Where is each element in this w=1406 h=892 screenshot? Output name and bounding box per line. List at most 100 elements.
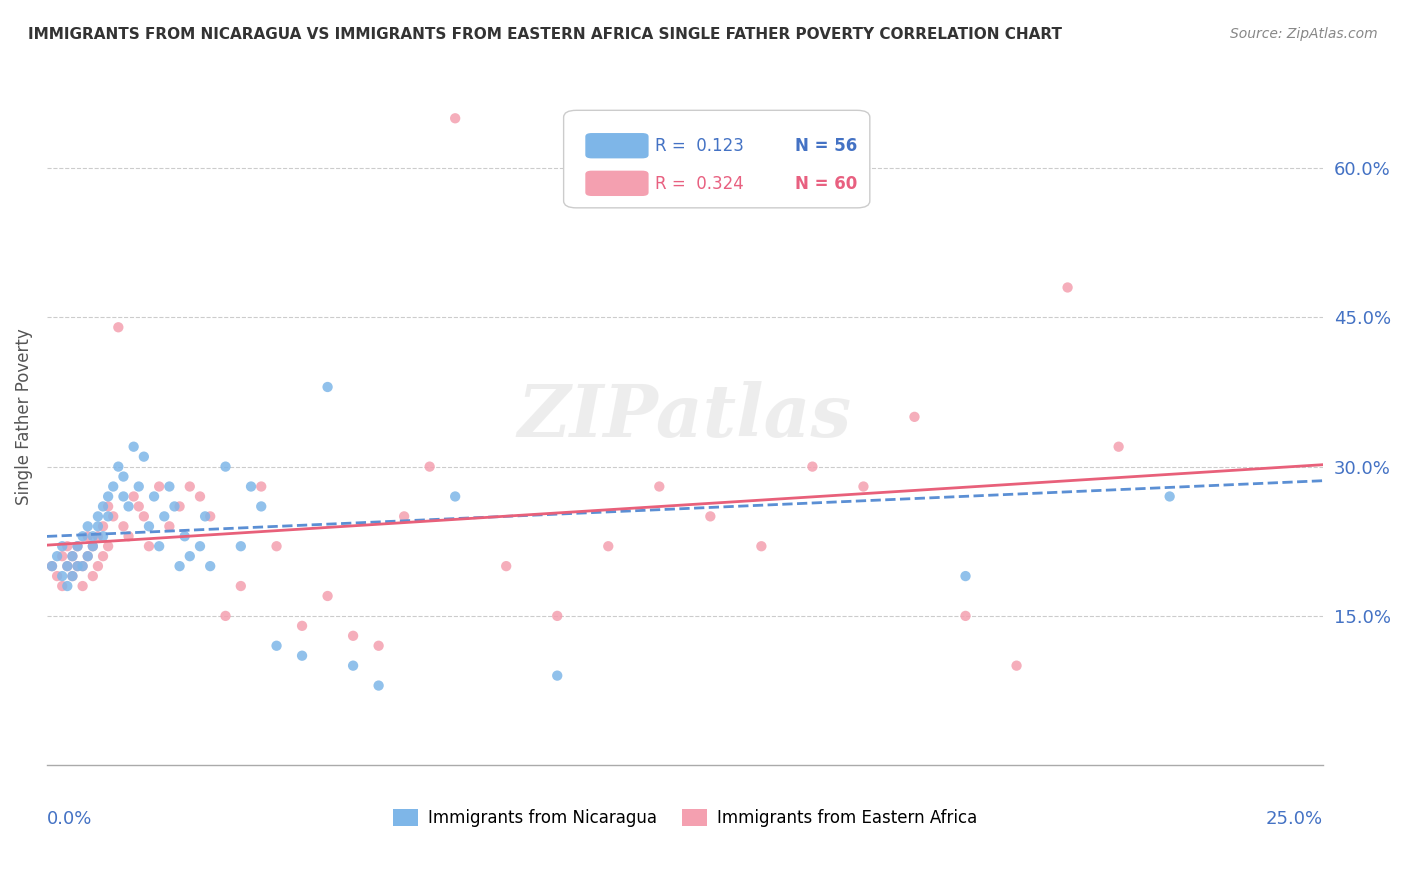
Point (60, 569, 83, 583)
Point (56, 539, 79, 553)
Point (91, 500, 114, 514)
Point (250, 479, 273, 493)
Point (955, 569, 977, 583)
Point (87, 519, 110, 533)
Point (56, 579, 79, 593)
Point (169, 559, 191, 574)
Text: R =  0.123: R = 0.123 (655, 137, 744, 155)
Point (200, 559, 222, 574)
Point (128, 479, 150, 493)
Y-axis label: Single Father Poverty: Single Father Poverty (15, 328, 32, 505)
Point (66, 559, 89, 574)
Point (1056, 280, 1078, 294)
Point (66, 559, 89, 574)
Point (72, 579, 94, 593)
Point (194, 509, 217, 524)
Point (112, 469, 135, 483)
Point (342, 658, 364, 673)
Point (72, 559, 94, 574)
Point (801, 459, 824, 474)
Point (157, 479, 180, 493)
Point (107, 459, 129, 474)
Point (97, 509, 120, 524)
Point (97, 490, 120, 504)
Point (97, 539, 120, 553)
Point (240, 479, 263, 493)
Point (169, 500, 191, 514)
Point (367, 679, 389, 693)
Point (266, 539, 288, 553)
Point (546, 608, 568, 623)
Point (51, 539, 73, 553)
Text: 25.0%: 25.0% (1265, 811, 1323, 829)
Text: IMMIGRANTS FROM NICARAGUA VS IMMIGRANTS FROM EASTERN AFRICA SINGLE FATHER POVERT: IMMIGRANTS FROM NICARAGUA VS IMMIGRANTS … (28, 27, 1062, 42)
Point (82, 539, 104, 553)
Point (148, 539, 170, 553)
Point (751, 539, 773, 553)
Point (51, 549, 73, 564)
Point (87, 559, 110, 574)
Legend: Immigrants from Nicaragua, Immigrants from Eastern Africa: Immigrants from Nicaragua, Immigrants fr… (387, 802, 984, 833)
Point (188, 490, 211, 504)
Point (266, 639, 288, 653)
Point (291, 619, 314, 633)
Point (66, 539, 89, 553)
Point (76, 549, 98, 564)
Point (143, 490, 166, 504)
Point (179, 479, 201, 493)
Point (103, 479, 125, 493)
Point (316, 589, 339, 603)
Text: R =  0.324: R = 0.324 (655, 175, 744, 193)
Point (598, 539, 620, 553)
Point (76, 519, 98, 533)
Point (103, 509, 125, 524)
Text: 0.0%: 0.0% (46, 811, 93, 829)
FancyBboxPatch shape (564, 111, 870, 208)
Point (157, 519, 180, 533)
Point (138, 519, 160, 533)
Point (46, 549, 69, 564)
Point (148, 479, 170, 493)
Text: N = 60: N = 60 (796, 175, 858, 193)
Point (72, 529, 94, 543)
Point (699, 161, 721, 175)
Point (367, 639, 389, 653)
Point (419, 459, 441, 474)
Point (112, 519, 135, 533)
Point (214, 608, 236, 623)
Point (229, 579, 252, 593)
Point (179, 549, 201, 564)
Point (1005, 658, 1028, 673)
Point (60, 549, 83, 564)
Point (66, 539, 89, 553)
Point (1108, 440, 1130, 454)
Point (392, 509, 415, 524)
Point (60, 569, 83, 583)
Point (91, 519, 114, 533)
Point (200, 509, 222, 524)
FancyBboxPatch shape (585, 133, 648, 159)
Point (173, 529, 195, 543)
Point (122, 440, 145, 454)
Point (97, 500, 120, 514)
Point (903, 409, 925, 424)
Point (82, 539, 104, 553)
Point (87, 529, 110, 543)
Point (153, 509, 176, 524)
Point (132, 509, 155, 524)
Point (229, 539, 252, 553)
Point (117, 500, 139, 514)
Text: N = 56: N = 56 (796, 137, 858, 155)
Point (46, 569, 69, 583)
Point (51, 579, 73, 593)
Point (122, 490, 145, 504)
Point (76, 549, 98, 564)
Point (316, 380, 339, 394)
Point (56, 559, 79, 574)
Point (128, 500, 150, 514)
Point (444, 490, 467, 504)
Point (699, 509, 721, 524)
Point (82, 569, 104, 583)
Point (82, 529, 104, 543)
Point (91, 549, 114, 564)
